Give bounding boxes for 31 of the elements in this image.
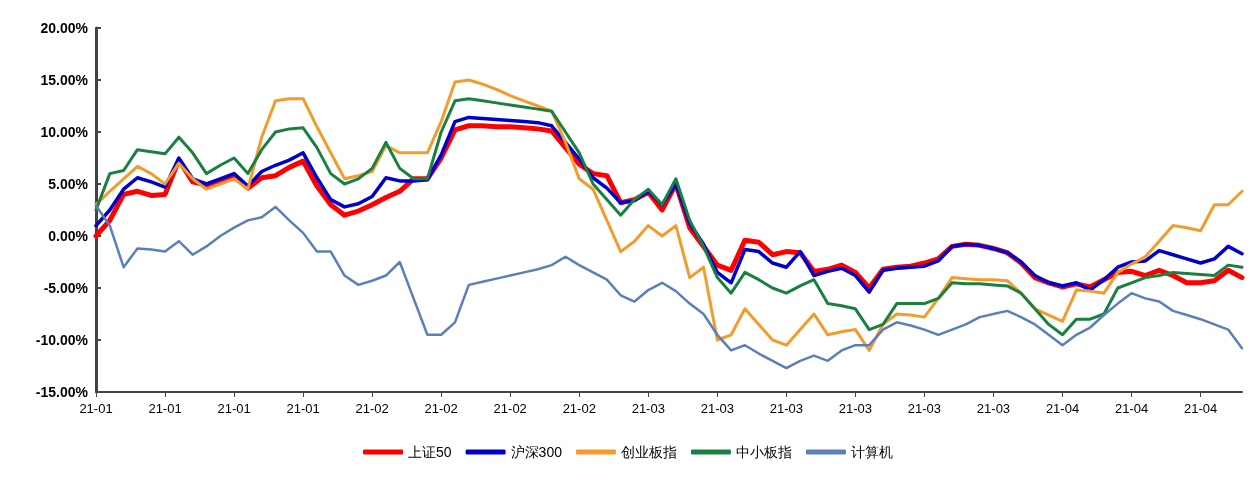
x-tick-label: 21-02 (355, 401, 389, 416)
x-tick-label: 21-02 (493, 401, 527, 416)
x-tick-label: 21-03 (700, 401, 734, 416)
legend-label: 中小板指 (735, 444, 792, 460)
x-tick-label: 21-02 (424, 401, 458, 416)
x-tick-label: 21-02 (562, 401, 596, 416)
y-tick-label: 10.00% (40, 124, 89, 140)
x-tick-label: 21-01 (148, 401, 182, 416)
y-tick-label: -10.00% (35, 332, 89, 348)
x-tick-label: 21-04 (1045, 401, 1080, 416)
x-tick-label: 21-04 (1183, 401, 1218, 416)
legend-label: 沪深300 (510, 444, 563, 460)
x-tick-label: 21-04 (1114, 401, 1149, 416)
x-tick-label: 21-03 (976, 401, 1011, 416)
x-tick-label: 21-01 (79, 401, 113, 416)
x-tick-label: 21-03 (907, 401, 942, 416)
legend-label: 计算机 (850, 444, 893, 460)
x-tick-label: 21-03 (769, 401, 803, 416)
x-tick-label: 21-01 (217, 401, 251, 416)
y-tick-label: -5.00% (43, 280, 89, 296)
x-tick-label: 21-03 (631, 401, 665, 416)
y-tick-label: 0.00% (48, 228, 89, 244)
x-tick-label: 21-03 (838, 401, 873, 416)
y-tick-label: -15.00% (35, 384, 89, 400)
x-tick-label: 21-01 (286, 401, 320, 416)
y-tick-label: 5.00% (48, 176, 89, 192)
line-series (94, 204, 1244, 370)
legend-label: 上证50 (408, 444, 452, 460)
legend-label: 创业板指 (620, 444, 677, 460)
y-tick-label: 15.00% (40, 72, 89, 88)
y-tick-label: 20.00% (40, 20, 89, 36)
